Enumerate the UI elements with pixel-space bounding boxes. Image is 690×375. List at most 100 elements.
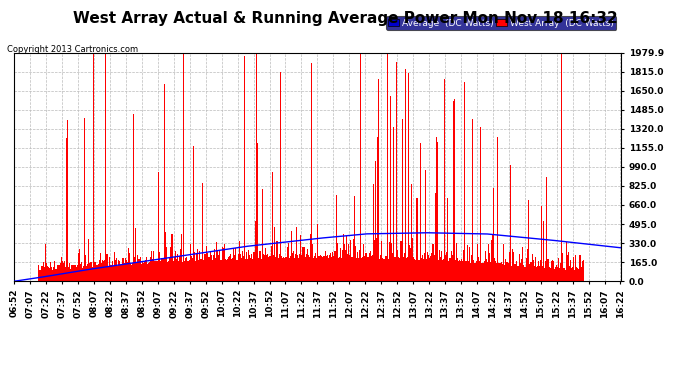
Bar <box>428 255 429 281</box>
Bar <box>312 244 313 281</box>
Bar <box>419 260 420 281</box>
Bar <box>560 263 562 281</box>
Bar <box>541 206 542 281</box>
Bar <box>201 259 202 281</box>
Bar <box>422 255 423 281</box>
Bar <box>228 256 229 281</box>
Bar <box>440 257 441 281</box>
Bar <box>227 259 228 281</box>
Bar <box>175 251 176 281</box>
Bar <box>538 261 539 281</box>
Bar <box>573 257 574 281</box>
Bar <box>393 127 394 281</box>
Bar <box>326 256 327 281</box>
Bar <box>357 252 358 281</box>
Bar <box>96 265 97 281</box>
Bar <box>347 255 348 281</box>
Bar <box>557 267 558 281</box>
Bar <box>403 257 404 281</box>
Bar <box>496 263 497 281</box>
Bar <box>82 268 83 281</box>
Bar <box>126 260 127 281</box>
Bar <box>526 258 527 281</box>
Bar <box>480 127 482 281</box>
Bar <box>69 262 70 281</box>
Bar <box>292 253 293 281</box>
Bar <box>424 253 425 281</box>
Bar <box>556 265 557 281</box>
Bar <box>183 53 184 281</box>
Bar <box>466 244 468 281</box>
Bar <box>515 261 517 281</box>
Bar <box>50 262 51 281</box>
Bar <box>133 114 134 281</box>
Bar <box>341 258 342 281</box>
Bar <box>267 254 268 281</box>
Bar <box>535 267 537 281</box>
Bar <box>342 250 343 281</box>
Bar <box>141 261 143 281</box>
Bar <box>223 248 224 281</box>
Bar <box>307 249 308 281</box>
Bar <box>364 256 365 281</box>
Bar <box>188 260 190 281</box>
Bar <box>221 247 223 281</box>
Bar <box>498 263 500 281</box>
Bar <box>337 258 339 281</box>
Bar <box>348 244 349 281</box>
Bar <box>110 266 112 281</box>
Bar <box>261 259 262 281</box>
Bar <box>314 256 315 281</box>
Bar <box>413 256 414 281</box>
Bar <box>213 255 214 281</box>
Bar <box>377 138 378 281</box>
Bar <box>378 79 380 281</box>
Bar <box>566 255 568 281</box>
Bar <box>219 251 221 281</box>
Bar <box>439 250 440 281</box>
Bar <box>298 258 299 281</box>
Bar <box>477 243 478 281</box>
Bar <box>328 258 329 281</box>
Bar <box>549 267 550 281</box>
Legend: Average  (DC Watts), West Array  (DC Watts): Average (DC Watts), West Array (DC Watts… <box>386 16 616 30</box>
Bar <box>73 265 75 281</box>
Bar <box>49 268 50 281</box>
Bar <box>259 251 260 281</box>
Bar <box>392 253 393 281</box>
Bar <box>225 259 226 281</box>
Bar <box>164 84 165 281</box>
Bar <box>218 255 219 281</box>
Bar <box>152 258 153 281</box>
Bar <box>506 262 507 281</box>
Bar <box>394 257 395 281</box>
Bar <box>504 265 505 281</box>
Bar <box>194 252 195 281</box>
Bar <box>575 255 576 281</box>
Bar <box>464 82 466 281</box>
Bar <box>331 257 333 281</box>
Bar <box>233 248 235 281</box>
Bar <box>527 249 529 281</box>
Bar <box>71 266 72 281</box>
Bar <box>375 161 376 281</box>
Bar <box>59 263 61 281</box>
Bar <box>161 258 162 281</box>
Bar <box>505 259 506 281</box>
Bar <box>306 254 307 281</box>
Bar <box>145 260 146 281</box>
Bar <box>351 257 353 281</box>
Bar <box>237 254 239 281</box>
Bar <box>258 258 259 281</box>
Bar <box>211 255 212 281</box>
Bar <box>104 261 106 281</box>
Bar <box>272 172 273 281</box>
Bar <box>181 234 182 281</box>
Bar <box>92 53 94 281</box>
Bar <box>120 265 121 281</box>
Bar <box>456 243 457 281</box>
Bar <box>235 248 237 281</box>
Bar <box>193 146 194 281</box>
Bar <box>349 255 351 281</box>
Bar <box>492 234 493 281</box>
